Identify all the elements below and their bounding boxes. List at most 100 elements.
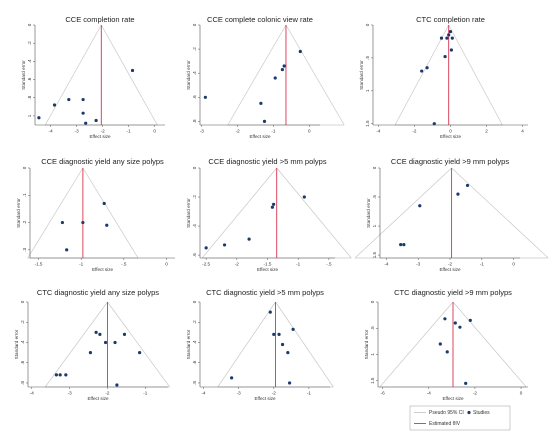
y-tick-label: 1 bbox=[365, 89, 370, 92]
x-tick-label: -6 bbox=[381, 391, 386, 396]
x-tick-label: 0 bbox=[308, 129, 311, 134]
panel-title: CCE completion rate bbox=[65, 15, 134, 24]
y-tick-label: .5 bbox=[372, 195, 377, 199]
panel-title: CTC diagnostic yield >5 mm polyps bbox=[206, 288, 324, 297]
study-point bbox=[84, 121, 88, 125]
y-axis-label: Standard error bbox=[186, 198, 191, 228]
x-tick-label: -3 bbox=[200, 129, 205, 134]
study-point bbox=[204, 246, 208, 250]
ci-line-right bbox=[275, 301, 334, 388]
ci-line-left bbox=[379, 301, 454, 388]
y-tick-label: .2 bbox=[27, 41, 32, 45]
x-axis-label: Effect size bbox=[439, 267, 461, 272]
x-tick-label: 0 bbox=[165, 262, 168, 267]
study-point bbox=[81, 220, 85, 225]
study-point bbox=[465, 183, 470, 188]
y-tick-label: 0 bbox=[365, 23, 370, 26]
legend-frame bbox=[409, 405, 511, 431]
y-tick-label: .3 bbox=[22, 247, 27, 251]
x-axis-label: Effect size bbox=[92, 267, 114, 272]
x-axis-label: Effect size bbox=[254, 396, 276, 401]
study-point bbox=[272, 332, 276, 336]
study-point bbox=[445, 36, 449, 40]
y-tick-label: .8 bbox=[192, 381, 197, 385]
study-point bbox=[60, 220, 65, 225]
y-tick-label: 0 bbox=[372, 166, 377, 169]
study-point bbox=[94, 118, 98, 123]
y-tick-label: .6 bbox=[27, 77, 32, 81]
study-point bbox=[302, 195, 306, 199]
study-point bbox=[448, 29, 453, 34]
x-tick-label: -2.5 bbox=[202, 262, 210, 267]
y-tick-label: 0 bbox=[192, 300, 197, 303]
y-axis-label: Standard error bbox=[14, 329, 19, 359]
y-tick-label: 1.5 bbox=[372, 251, 377, 258]
x-tick-label: -1 bbox=[127, 129, 132, 134]
study-point bbox=[54, 373, 58, 377]
study-point bbox=[402, 243, 406, 247]
study-point bbox=[438, 342, 442, 346]
ci-line-left bbox=[394, 24, 450, 126]
ci-line-left bbox=[27, 167, 84, 259]
ci-line-left bbox=[201, 167, 277, 259]
study-point bbox=[453, 321, 457, 325]
panel-title: CTC diagnostic yield >9 mm polyps bbox=[394, 288, 512, 297]
study-point bbox=[439, 36, 444, 40]
study-point bbox=[81, 97, 85, 102]
study-point bbox=[449, 48, 454, 52]
y-axis-label: Standard error bbox=[186, 60, 191, 90]
y-tick-label: .4 bbox=[192, 224, 197, 228]
ci-line-right bbox=[276, 167, 352, 259]
study-point bbox=[420, 69, 424, 73]
study-point bbox=[64, 373, 68, 377]
y-tick-label: .2 bbox=[192, 195, 197, 199]
study-point bbox=[458, 325, 462, 329]
study-point bbox=[81, 111, 85, 115]
study-point bbox=[270, 205, 275, 209]
x-tick-label: -2 bbox=[105, 391, 110, 396]
panels-layer: CCE completion rate -4 -3 -2 -1 0 Effect size 0… bbox=[14, 15, 549, 401]
y-tick-label: .2 bbox=[192, 320, 197, 324]
panel-title: CTC diagnostic yield any size polyps bbox=[37, 288, 159, 297]
legend-label: Pseudo 95% CI bbox=[429, 410, 464, 416]
y-tick-label: 0 bbox=[192, 23, 197, 26]
y-tick-label: 0 bbox=[27, 23, 32, 26]
study-point bbox=[286, 350, 290, 355]
study-point bbox=[113, 340, 117, 345]
study-point bbox=[468, 318, 472, 322]
study-point bbox=[273, 76, 277, 80]
ci-line-right bbox=[452, 301, 527, 388]
ci-line-left bbox=[354, 167, 452, 259]
x-tick-label: 0 bbox=[449, 129, 452, 134]
study-point bbox=[450, 36, 454, 40]
study-point bbox=[58, 373, 62, 377]
y-tick-label: .5 bbox=[370, 326, 375, 330]
x-tick-label: -1.5 bbox=[35, 262, 43, 267]
funnel-plot-panel: CCE diagnostic yield >9 mm polyps -4 -3 -2 -… bbox=[354, 157, 549, 272]
x-tick-label: -3 bbox=[75, 129, 80, 134]
y-tick-label: .8 bbox=[27, 95, 32, 99]
ci-line-right bbox=[82, 167, 139, 259]
ci-line-left bbox=[44, 24, 102, 126]
study-point bbox=[94, 330, 98, 334]
y-axis-label: Standard error bbox=[21, 60, 26, 90]
study-point bbox=[445, 350, 449, 354]
x-tick-label: -1 bbox=[79, 262, 84, 267]
y-axis-label: Standard error bbox=[16, 198, 21, 228]
study-point bbox=[268, 310, 272, 314]
ci-line-right bbox=[285, 24, 345, 126]
x-tick-label: 0 bbox=[512, 262, 515, 267]
x-tick-label: -1.5 bbox=[264, 262, 272, 267]
x-tick-label: -2 bbox=[236, 129, 241, 134]
x-tick-label: -.5 bbox=[121, 262, 127, 267]
x-tick-label: -4 bbox=[201, 391, 206, 396]
study-point bbox=[102, 201, 106, 206]
panel-title: CCE diagnostic yield >9 mm polyps bbox=[391, 157, 509, 166]
study-point bbox=[298, 49, 302, 54]
study-point bbox=[291, 327, 295, 331]
y-tick-label: .2 bbox=[22, 220, 27, 224]
study-point bbox=[262, 119, 267, 123]
y-tick-label: 0 bbox=[370, 300, 375, 303]
y-tick-label: .8 bbox=[20, 381, 25, 385]
funnel-plot-panel: CTC diagnostic yield >9 mm polyps -6 -4 -2 0… bbox=[364, 288, 528, 401]
